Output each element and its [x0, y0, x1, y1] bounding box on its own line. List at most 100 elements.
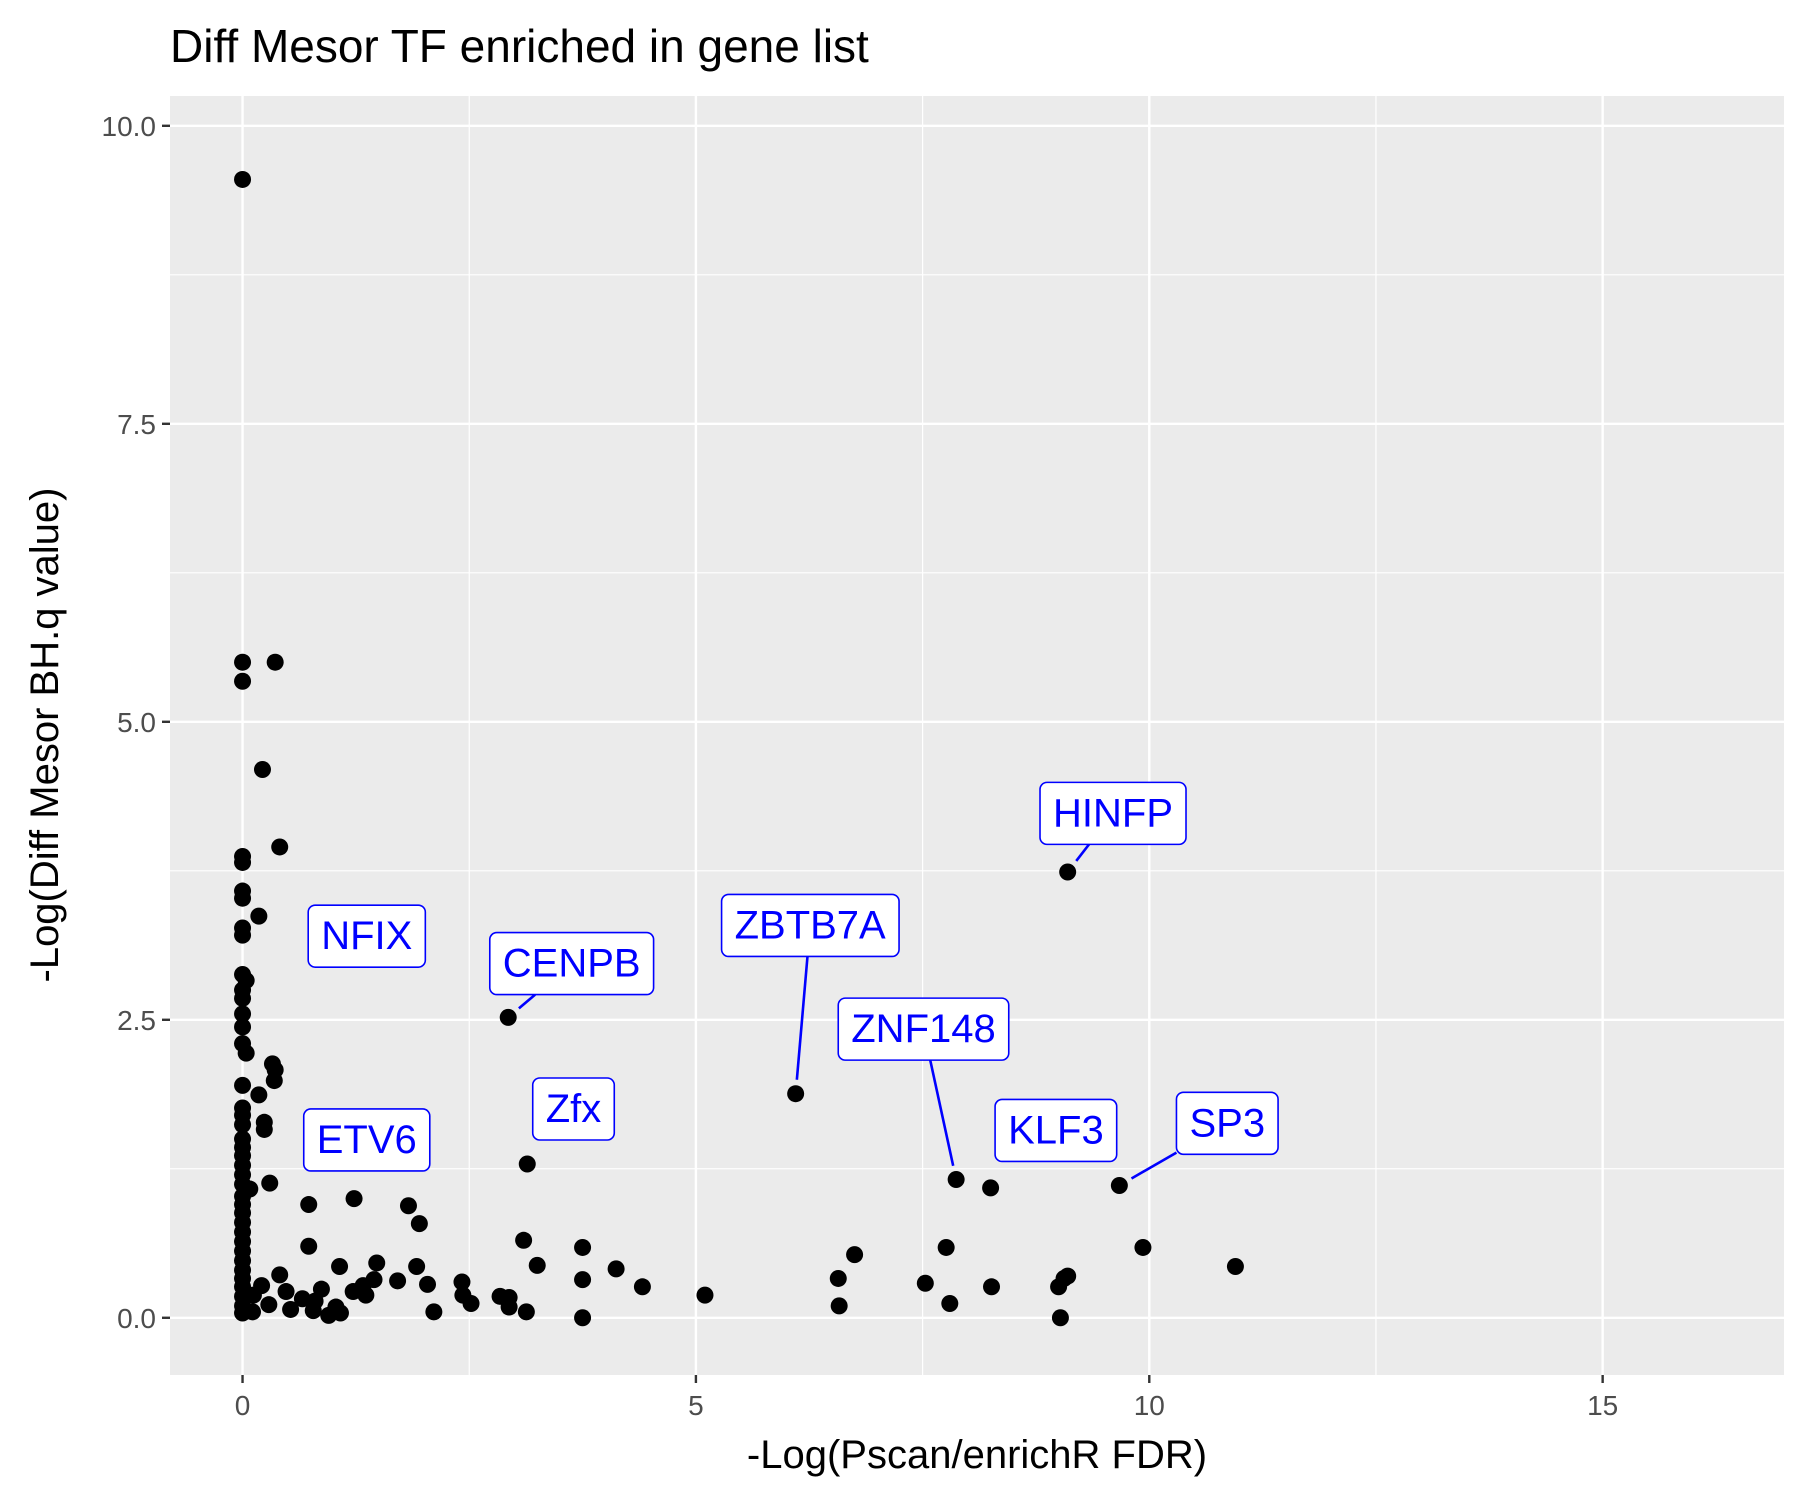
data-point [234, 1076, 252, 1094]
data-point [787, 1085, 805, 1103]
annotation-label: ZNF148 [851, 1007, 996, 1051]
y-tick-label: 7.5 [117, 409, 156, 440]
data-point [517, 1303, 535, 1321]
data-point [916, 1274, 934, 1292]
data-point [365, 1271, 383, 1289]
data-point [1226, 1258, 1244, 1276]
data-point [266, 653, 284, 671]
annotation-box [307, 904, 427, 968]
y-axis-title: -Log(Diff Mesor BH.q value) [23, 488, 67, 983]
chart-title: Diff Mesor TF enriched in gene list [170, 20, 869, 72]
tf-annotation: ETV6 [302, 1108, 431, 1172]
data-point [260, 1296, 278, 1314]
data-points [234, 170, 1244, 1327]
x-tick-label: 10 [1134, 1390, 1165, 1421]
y-tick-label: 5.0 [117, 707, 156, 738]
plot-panel [170, 96, 1784, 1375]
data-point [574, 1309, 592, 1327]
tf-annotation: CENPB [488, 931, 655, 1010]
annotation-box [837, 997, 1010, 1061]
data-point [515, 1231, 533, 1249]
data-point [234, 853, 252, 871]
data-point [331, 1258, 349, 1276]
data-point [846, 1246, 864, 1264]
data-point [250, 907, 268, 925]
annotation-label: Zfx [546, 1087, 602, 1131]
x-axis-title: -Log(Pscan/enrichR FDR) [747, 1433, 1207, 1477]
data-point [1051, 1309, 1069, 1327]
annotation-leader [1130, 1151, 1178, 1180]
data-point [250, 1086, 268, 1104]
annotation-leader [795, 956, 809, 1080]
data-point [425, 1303, 443, 1321]
data-point [300, 1237, 318, 1255]
y-axis: 0.0 2.5 5.0 7.5 10.0 [102, 111, 170, 1334]
data-point [499, 1008, 517, 1026]
tf-annotation: ZNF148 [837, 997, 1010, 1167]
data-point [234, 889, 252, 907]
data-point [607, 1260, 625, 1278]
data-point [462, 1294, 480, 1312]
annotation-label: NFIX [321, 914, 412, 958]
data-point [271, 1266, 289, 1284]
minor-grid [170, 96, 1784, 1375]
data-point [331, 1304, 349, 1322]
annotation-label: HINFP [1053, 791, 1173, 835]
tf-annotation: Zfx [531, 1077, 616, 1141]
data-point [244, 1303, 262, 1321]
data-point [293, 1290, 311, 1308]
data-point [277, 1283, 295, 1301]
data-point [453, 1273, 471, 1291]
x-tick-label: 15 [1587, 1390, 1618, 1421]
annotation-box [302, 1108, 431, 1172]
data-point [983, 1278, 1001, 1296]
data-point [574, 1271, 592, 1289]
data-point [982, 1179, 1000, 1197]
tf-annotations: NFIX CENPB ETV6 Zfx ZBTB7A ZNF148 KLF3 HINFP SP3 [302, 781, 1279, 1180]
data-point [941, 1294, 959, 1312]
data-point [282, 1300, 300, 1318]
data-point [1059, 863, 1077, 881]
data-point [345, 1190, 363, 1208]
annotation-label: KLF3 [1008, 1108, 1104, 1152]
data-point [1134, 1238, 1152, 1256]
y-tick-label: 10.0 [102, 111, 157, 142]
x-tick-label: 0 [235, 1390, 251, 1421]
data-point [368, 1254, 386, 1272]
tf-annotation: HINFP [1039, 781, 1187, 862]
data-point [300, 1196, 318, 1214]
data-point [244, 1286, 262, 1304]
data-point [1059, 1267, 1077, 1285]
annotation-label: SP3 [1189, 1101, 1265, 1145]
data-point [830, 1297, 848, 1315]
annotation-box [531, 1077, 616, 1141]
data-point [410, 1215, 428, 1233]
data-point [399, 1197, 417, 1215]
data-point [265, 1072, 283, 1090]
data-point [574, 1238, 592, 1256]
data-point [234, 653, 252, 671]
data-point [947, 1171, 965, 1189]
data-point [255, 1120, 273, 1138]
data-point [234, 1116, 252, 1134]
annotation-leader [928, 1059, 955, 1167]
data-point [357, 1286, 375, 1304]
data-point [237, 1044, 255, 1062]
data-point [408, 1258, 426, 1276]
annotation-leader [1075, 843, 1091, 862]
annotation-label: ZBTB7A [735, 903, 886, 947]
annotation-label: ETV6 [317, 1118, 417, 1162]
x-tick-label: 5 [688, 1390, 704, 1421]
y-tick-label: 0.0 [117, 1303, 156, 1334]
data-point [633, 1278, 651, 1296]
data-point [389, 1272, 407, 1290]
annotation-label: CENPB [503, 942, 641, 986]
data-point [253, 760, 271, 778]
data-point [528, 1256, 546, 1274]
data-point [234, 1005, 252, 1023]
annotation-box [488, 931, 655, 996]
data-point [1110, 1176, 1128, 1194]
annotation-box [1175, 1091, 1279, 1156]
data-point [937, 1238, 955, 1256]
